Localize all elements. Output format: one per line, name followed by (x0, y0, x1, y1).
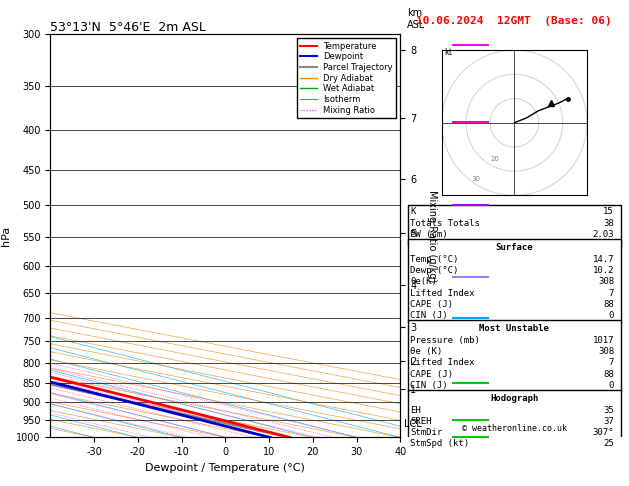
Text: StmDir: StmDir (410, 428, 443, 437)
Text: Most Unstable: Most Unstable (479, 325, 549, 333)
Text: PW (cm): PW (cm) (410, 230, 448, 239)
Text: 25: 25 (603, 439, 614, 449)
Text: © weatheronline.co.uk: © weatheronline.co.uk (462, 424, 567, 434)
Text: CAPE (J): CAPE (J) (410, 300, 454, 309)
Text: 35: 35 (603, 405, 614, 415)
FancyBboxPatch shape (408, 390, 621, 451)
Text: 38: 38 (603, 219, 614, 228)
Text: 0: 0 (609, 311, 614, 320)
Text: 1017: 1017 (593, 336, 614, 345)
Text: θe (K): θe (K) (410, 347, 443, 356)
Text: 15: 15 (603, 208, 614, 216)
Text: StmSpd (kt): StmSpd (kt) (410, 439, 469, 449)
Y-axis label: Mixing Ratio (g/kg): Mixing Ratio (g/kg) (427, 190, 437, 282)
Text: 308: 308 (598, 347, 614, 356)
Text: 10.06.2024  12GMT  (Base: 06): 10.06.2024 12GMT (Base: 06) (416, 16, 612, 26)
Text: 10.2: 10.2 (593, 266, 614, 275)
Legend: Temperature, Dewpoint, Parcel Trajectory, Dry Adiabat, Wet Adiabat, Isotherm, Mi: Temperature, Dewpoint, Parcel Trajectory… (296, 38, 396, 118)
Text: CAPE (J): CAPE (J) (410, 370, 454, 379)
Text: 0: 0 (609, 381, 614, 390)
Text: Pressure (mb): Pressure (mb) (410, 336, 480, 345)
X-axis label: Dewpoint / Temperature (°C): Dewpoint / Temperature (°C) (145, 463, 305, 473)
Text: Lifted Index: Lifted Index (410, 358, 475, 367)
Text: 37: 37 (603, 417, 614, 426)
Text: Surface: Surface (496, 243, 533, 252)
Text: Dewp (°C): Dewp (°C) (410, 266, 459, 275)
Text: SREH: SREH (410, 417, 432, 426)
Text: 2.03: 2.03 (593, 230, 614, 239)
Text: 88: 88 (603, 370, 614, 379)
Text: 14.7: 14.7 (593, 255, 614, 264)
Y-axis label: hPa: hPa (1, 226, 11, 246)
Text: Lifted Index: Lifted Index (410, 289, 475, 297)
Text: EH: EH (410, 405, 421, 415)
Text: 7: 7 (609, 289, 614, 297)
FancyBboxPatch shape (408, 206, 621, 245)
Text: K: K (410, 208, 416, 216)
Text: CIN (J): CIN (J) (410, 311, 448, 320)
FancyBboxPatch shape (408, 320, 621, 392)
Text: 53°13'N  5°46'E  2m ASL: 53°13'N 5°46'E 2m ASL (50, 21, 206, 34)
Text: 88: 88 (603, 300, 614, 309)
Text: Totals Totals: Totals Totals (410, 219, 480, 228)
Text: 307°: 307° (593, 428, 614, 437)
Text: CIN (J): CIN (J) (410, 381, 448, 390)
Text: Temp (°C): Temp (°C) (410, 255, 459, 264)
FancyBboxPatch shape (408, 239, 621, 322)
Text: km
ASL: km ASL (408, 8, 426, 30)
Text: θe(K): θe(K) (410, 277, 437, 286)
Text: 7: 7 (609, 358, 614, 367)
Text: 308: 308 (598, 277, 614, 286)
Text: LCL: LCL (404, 419, 421, 429)
Text: Hodograph: Hodograph (490, 394, 538, 403)
